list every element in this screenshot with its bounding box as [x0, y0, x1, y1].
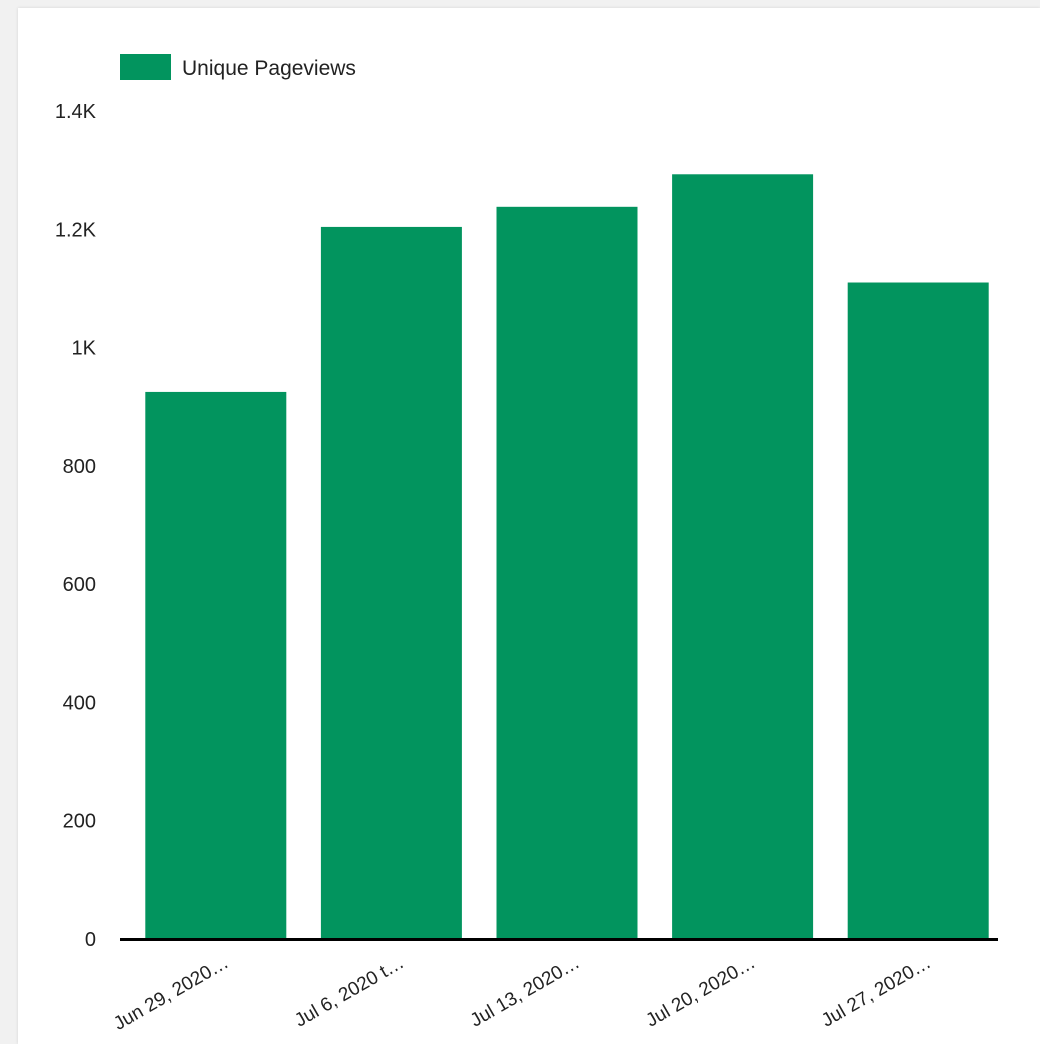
x-tick-label: Jul 13, 2020… — [467, 952, 584, 1031]
x-tick-label: Jul 20, 2020… — [642, 952, 759, 1031]
y-tick-label: 0 — [85, 929, 96, 951]
x-tick-label: Jun 29, 2020… — [110, 952, 232, 1035]
bar[interactable] — [672, 174, 814, 940]
y-axis: 0 200 400 600 800 1K 1.2K 1.4K — [55, 101, 97, 951]
y-tick-label: 600 — [63, 574, 96, 596]
y-tick-label: 1.4K — [55, 101, 97, 123]
y-tick-label: 400 — [63, 692, 96, 714]
x-tick-label: Jul 6, 2020 t… — [291, 952, 408, 1031]
bars — [145, 174, 989, 940]
bar[interactable] — [847, 282, 989, 939]
x-tick-label: Jul 27, 2020… — [818, 952, 935, 1031]
x-axis: Jun 29, 2020… Jul 6, 2020 t… Jul 13, 2020…… — [110, 952, 935, 1035]
y-tick-label: 1K — [72, 338, 97, 360]
bar[interactable] — [145, 391, 287, 939]
y-tick-label: 1.2K — [55, 219, 97, 241]
legend-label: Unique Pageviews — [182, 57, 356, 80]
legend-swatch — [120, 54, 171, 80]
y-tick-label: 200 — [63, 811, 96, 833]
bar[interactable] — [496, 206, 638, 940]
y-tick-label: 800 — [63, 456, 96, 478]
legend[interactable]: Unique Pageviews — [120, 54, 356, 80]
bar[interactable] — [320, 226, 462, 940]
